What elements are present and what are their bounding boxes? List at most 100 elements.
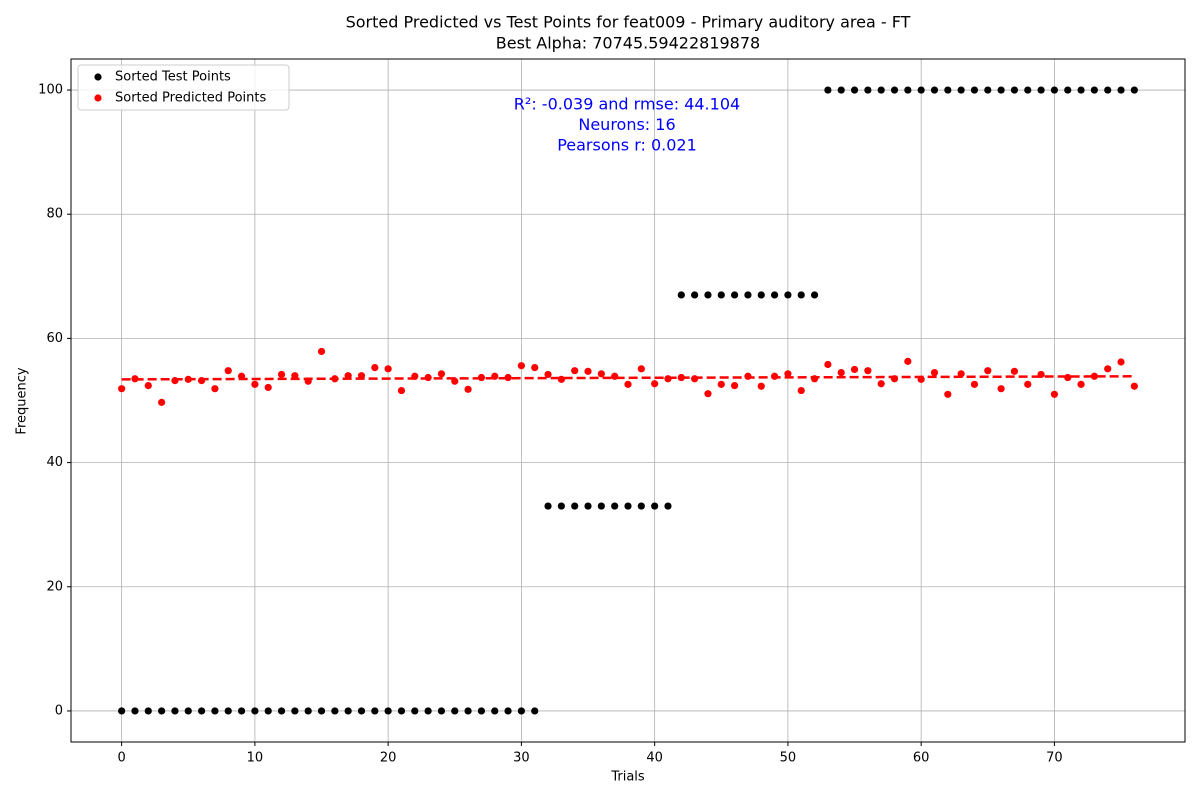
data-point xyxy=(397,386,406,395)
data-point xyxy=(184,707,192,715)
data-point xyxy=(517,362,525,370)
data-point xyxy=(331,707,339,715)
data-point xyxy=(1010,367,1019,375)
data-point xyxy=(277,707,286,715)
data-point xyxy=(970,380,979,388)
trend-line xyxy=(121,375,1135,381)
data-point xyxy=(824,86,832,94)
y-axis-label: Frequency xyxy=(15,367,30,434)
data-point xyxy=(118,707,126,715)
legend-label: Sorted Predicted Points xyxy=(115,91,266,106)
data-point xyxy=(850,365,859,374)
data-point xyxy=(904,357,912,365)
data-point xyxy=(1024,380,1032,388)
data-point xyxy=(677,291,685,299)
data-point xyxy=(491,707,499,715)
data-point xyxy=(397,707,406,715)
data-point xyxy=(1117,86,1125,94)
data-point xyxy=(211,385,219,393)
data-point xyxy=(984,367,992,375)
data-point xyxy=(717,380,725,388)
x-axis-label: Trials xyxy=(610,770,645,785)
data-point xyxy=(1130,382,1138,390)
x-tick-label: 70 xyxy=(1046,751,1063,766)
data-point xyxy=(877,86,885,94)
data-point xyxy=(517,707,525,715)
data-point xyxy=(1090,372,1098,380)
y-tick-label: 80 xyxy=(46,207,63,222)
x-tick-label: 50 xyxy=(780,751,797,766)
data-point xyxy=(757,382,765,390)
data-point xyxy=(584,367,592,375)
data-point xyxy=(944,86,952,94)
data-point xyxy=(957,86,965,94)
data-point xyxy=(850,86,859,94)
data-point xyxy=(504,707,512,715)
data-point xyxy=(704,390,712,398)
data-point xyxy=(997,385,1005,393)
data-point xyxy=(810,291,819,299)
data-point xyxy=(251,707,259,715)
data-point xyxy=(837,368,845,377)
annotation: Neurons: 16 xyxy=(578,115,675,134)
data-point xyxy=(571,367,579,375)
data-point xyxy=(291,372,299,380)
data-point xyxy=(1077,86,1085,94)
data-point xyxy=(744,291,752,299)
data-point xyxy=(797,386,805,395)
y-tick-label: 0 xyxy=(55,703,63,718)
data-point xyxy=(1077,380,1085,388)
data-point xyxy=(864,86,872,94)
data-point xyxy=(118,385,126,393)
data-point xyxy=(637,365,645,373)
data-point xyxy=(717,291,725,299)
data-point xyxy=(704,291,712,299)
data-point xyxy=(824,360,832,369)
data-point xyxy=(317,347,326,356)
data-point xyxy=(757,291,765,299)
data-point xyxy=(691,291,699,299)
data-point xyxy=(264,383,272,392)
data-point xyxy=(637,502,645,510)
data-point xyxy=(158,398,166,406)
data-point xyxy=(144,707,152,715)
data-point xyxy=(237,707,246,715)
data-point xyxy=(357,707,366,715)
legend-marker xyxy=(94,94,102,102)
legend-marker xyxy=(94,73,102,81)
chart-subtitle: Best Alpha: 70745.59422819878 xyxy=(496,34,760,53)
data-point xyxy=(531,363,539,372)
data-point xyxy=(770,291,779,299)
data-point xyxy=(437,707,446,715)
data-point xyxy=(224,707,232,715)
data-point xyxy=(731,291,739,299)
data-point xyxy=(371,363,379,372)
data-point xyxy=(864,367,872,375)
data-point xyxy=(317,707,326,715)
data-point xyxy=(544,502,552,510)
data-point xyxy=(171,707,179,715)
data-point xyxy=(904,86,912,94)
data-point xyxy=(1050,86,1059,94)
data-point xyxy=(371,707,379,715)
data-point xyxy=(651,380,659,388)
data-point xyxy=(384,707,392,715)
data-point xyxy=(930,86,939,94)
data-point xyxy=(930,368,939,377)
data-point xyxy=(584,502,592,510)
data-point xyxy=(651,502,659,510)
chart-title: Sorted Predicted vs Test Points for feat… xyxy=(346,13,911,32)
data-point xyxy=(890,86,899,94)
data-point xyxy=(1064,86,1072,94)
data-point xyxy=(597,370,605,378)
legend-box xyxy=(77,64,290,111)
plot-frame xyxy=(70,58,1186,743)
data-point xyxy=(557,502,565,510)
data-point xyxy=(1117,358,1125,366)
data-point xyxy=(984,86,992,94)
x-tick-label: 40 xyxy=(646,751,663,766)
data-point xyxy=(424,707,432,715)
data-point xyxy=(1050,390,1059,398)
y-tick-label: 100 xyxy=(38,83,63,98)
